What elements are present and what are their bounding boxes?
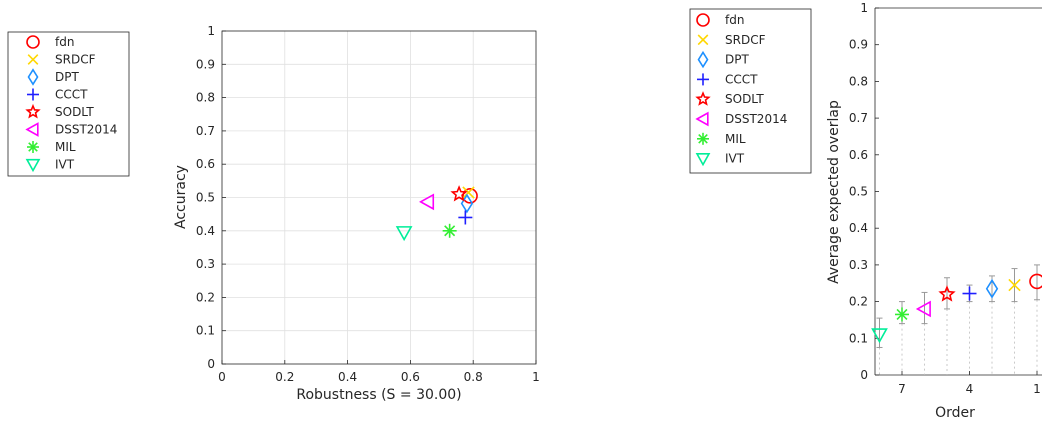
eao-y-tick-label: 0.7 [849, 111, 868, 125]
eao-point-srdcf [1008, 278, 1021, 292]
eao-x-axis-label: Order [935, 405, 975, 421]
eao-plot-area [875, 8, 1042, 375]
ar-y-axis-label: Accuracy [173, 165, 189, 229]
legend-marker-mil [697, 132, 709, 145]
eao-y-tick-label: 1 [860, 1, 868, 15]
legend-right: fdn SRDCF DPT CCCT SODLT DSST2014 MIL IVT [689, 8, 812, 174]
legend-marker-sodlt [25, 103, 41, 119]
ar-point-ccct [458, 210, 473, 225]
ar-point-srdcf [462, 186, 475, 199]
legend-label-srdcf: SRDCF [55, 53, 96, 67]
legend-label-dpt: DPT [725, 53, 749, 67]
eao-point-dpt [985, 278, 999, 299]
ar-x-tick-label: 0.8 [464, 370, 483, 384]
legend-label-dsst2014: DSST2014 [725, 112, 787, 126]
ar-y-tick-label: 1 [207, 24, 215, 38]
ar-x-tick-label: 0 [218, 370, 226, 384]
eao-point-ccct [962, 286, 977, 301]
eao-y-tick-label: 0.2 [849, 295, 868, 309]
legend-marker-srdcf [27, 54, 39, 65]
ar-y-tick-label: 0.9 [196, 57, 215, 71]
eao-y-tick-label: 0.4 [849, 221, 868, 235]
eao-y-tick-label: 0.9 [849, 38, 868, 52]
eao-y-tick-label: 0.5 [849, 185, 868, 199]
ar-y-tick-label: 0.8 [196, 91, 215, 105]
legend-label-sodlt: SODLT [55, 105, 94, 119]
legend-label-mil: MIL [55, 140, 76, 154]
legend-left: fdn SRDCF DPT CCCT SODLT DSST2014 MIL IVT [7, 31, 130, 177]
legend-label-fdn: fdn [725, 13, 744, 27]
eao-y-tick-label: 0.6 [849, 148, 868, 162]
ar-x-tick-label: 1 [532, 370, 540, 384]
legend-marker-fdn [696, 13, 710, 27]
eao-point-sodlt [938, 285, 956, 302]
legend-label-sodlt: SODLT [725, 92, 764, 106]
legend-marker-dsst2014 [695, 111, 709, 127]
eao-point-dsst2014 [915, 300, 931, 318]
eao-x-tick-label: 1 [1033, 382, 1041, 396]
ar-point-dsst2014 [419, 193, 435, 211]
ar-y-tick-label: 0.3 [196, 257, 215, 271]
legend-marker-mil [27, 141, 39, 153]
legend-label-dpt: DPT [55, 70, 79, 84]
eao-y-axis-label: Average expected overlap [826, 100, 842, 284]
legend-label-ivt: IVT [725, 152, 745, 166]
eao-point-ivt [871, 328, 888, 344]
eao-y-tick-label: 0.8 [849, 74, 868, 88]
eao-x-tick-label: 4 [966, 382, 974, 396]
ar-y-tick-label: 0.1 [196, 324, 215, 338]
legend-label-ccct: CCCT [55, 88, 88, 102]
ar-point-mil [442, 223, 457, 238]
legend-marker-ccct [697, 73, 709, 86]
legend-marker-dpt [697, 50, 709, 69]
legend-marker-ccct [27, 88, 39, 101]
ar-plot: 0 0.2 0.4 0.6 0.8 1 0 0.1 0.2 0.3 0.4 0.5 0.6 0.7 0.8 0… [173, 24, 540, 403]
ar-x-tick-label: 0.2 [275, 370, 294, 384]
legend-label-srdcf: SRDCF [725, 33, 766, 47]
legend-label-mil: MIL [725, 132, 746, 146]
eao-point-fdn [1029, 273, 1042, 290]
ar-y-tick-label: 0.7 [196, 124, 215, 138]
eao-y-tick-label: 0 [860, 368, 868, 382]
legend-marker-dpt [27, 68, 39, 86]
eao-point-mil [895, 307, 909, 322]
legend-marker-ivt [25, 158, 41, 173]
eao-y-tick-label: 0.3 [849, 258, 868, 272]
ar-x-tick-label: 0.4 [338, 370, 357, 384]
ar-x-axis-label: Robustness (S = 30.00) [296, 387, 461, 403]
ar-x-tick-label: 0.6 [401, 370, 420, 384]
legend-label-ivt: IVT [55, 158, 75, 172]
eao-y-tick-label: 0.1 [849, 331, 868, 345]
ar-y-tick-label: 0.5 [196, 191, 215, 205]
ar-point-ivt [395, 226, 413, 242]
ar-y-tick-label: 0.6 [196, 157, 215, 171]
ar-y-tick-label: 0.4 [196, 224, 215, 238]
legend-marker-fdn [26, 35, 40, 49]
legend-label-dsst2014: DSST2014 [55, 123, 117, 137]
legend-label-ccct: CCCT [725, 72, 758, 86]
eao-plot: 0 0.1 0.2 0.3 0.4 0.5 0.6 0.7 0.8 0.9 1 7 4 1 Order A… [826, 1, 1042, 421]
legend-label-fdn: fdn [55, 35, 74, 49]
ar-y-tick-label: 0.2 [196, 290, 215, 304]
legend-marker-dsst2014 [25, 122, 39, 137]
legend-marker-ivt [695, 153, 711, 167]
eao-x-tick-label: 7 [898, 382, 906, 396]
legend-marker-srdcf [697, 34, 709, 46]
ar-point-fdn [462, 188, 478, 204]
ar-point-sodlt [450, 185, 468, 202]
legend-marker-sodlt [695, 91, 711, 106]
ar-y-tick-label: 0 [207, 357, 215, 371]
